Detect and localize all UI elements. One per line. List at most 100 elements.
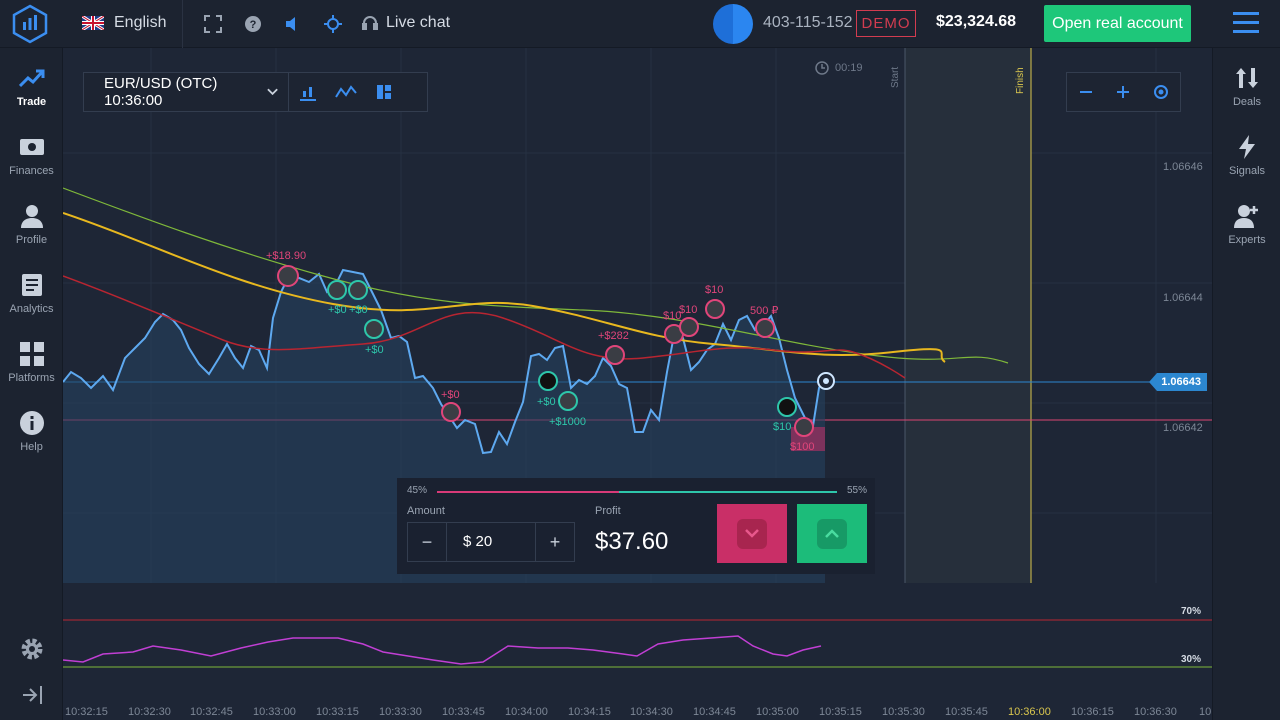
time-axis-label: 10:33:30 [379,706,422,718]
logout-button[interactable] [0,681,63,713]
call-percent: 55% [847,485,868,496]
call-up-button[interactable] [797,504,867,563]
nav-help[interactable]: Help [0,409,63,453]
time-axis-label: 10:36:15 [1071,706,1114,718]
zoom-out-icon[interactable] [1079,85,1093,99]
time-axis-label: 10:36:00 [1008,706,1051,718]
amount-label: Amount [407,505,445,517]
time-axis-label: 10:34:30 [630,706,673,718]
asset-selector-bar: EUR/USD (OTC) 10:36:00 [83,72,428,112]
chart-type-icon [300,87,316,101]
layout-tool[interactable] [365,72,403,112]
nav-platforms-label: Platforms [8,372,55,384]
put-sentiment-bar [437,491,619,493]
uk-flag-icon [82,16,104,30]
live-chat-button[interactable]: Live chat [362,14,450,32]
avatar[interactable] [713,4,753,44]
trade-label: +$1000 [549,416,587,428]
headset-icon [362,16,378,30]
clock-icon [815,61,829,75]
trade-label: $100 [790,441,815,453]
trade-label: +$0 [441,389,460,401]
time-axis-label: 10:32:45 [190,706,233,718]
sound-icon[interactable] [283,14,303,34]
sort-arrows-icon [1233,64,1261,92]
nav-profile[interactable]: Profile [0,202,63,246]
menu-icon[interactable] [1233,12,1259,34]
lightning-icon [1233,133,1261,161]
trade-label: $10 [663,310,682,322]
ma-green [63,187,1009,364]
indicators-tool[interactable] [327,72,365,112]
price-axis-label: 1.06642 [1163,422,1203,434]
indicators-icon [335,85,357,98]
time-axis-label: 10:35:00 [756,706,799,718]
settings-button[interactable] [0,635,63,667]
countdown-value: 00:19 [835,62,863,74]
nav-experts[interactable]: Experts [1213,202,1280,246]
countdown-timer: 00:19 [815,61,863,75]
document-icon [18,271,46,299]
nav-analytics[interactable]: Analytics [0,271,63,315]
recenter-icon[interactable] [1153,84,1169,100]
nav-deals[interactable]: Deals [1213,64,1280,108]
asset-name: EUR/USD (OTC) 10:36:00 [104,75,218,109]
ma-yellow [63,212,946,363]
trade-label: 500 ₽ [750,305,779,317]
candle-chart-tool[interactable] [289,72,327,112]
time-axis-label: 10:35:30 [882,706,925,718]
language-selector[interactable]: English [82,14,166,32]
language-label: English [114,14,167,31]
time-axis-label: 10:34:15 [568,706,611,718]
nav-platforms[interactable]: Platforms [0,340,63,384]
finish-label: Finish [1015,67,1026,94]
fullscreen-icon[interactable] [203,14,223,34]
profit-value: $37.60 [595,528,669,555]
time-axis-label: 10:32:30 [128,706,171,718]
chevron-up-icon [817,518,847,549]
top-bar: English ? Live chat 403-115-152 DEMO $23… [0,0,1280,48]
amount-stepper: − $ 20 + [407,522,575,562]
increase-amount-button[interactable]: + [549,531,561,552]
put-down-button[interactable] [717,504,787,563]
crosshair-icon[interactable] [323,14,343,34]
trade-label: +$282 [598,330,629,342]
open-real-account-button[interactable]: Open real account [1044,5,1191,42]
trade-markers[interactable] [277,265,835,451]
logo-icon[interactable] [10,4,50,44]
rsi-overbought-label: 70% [1181,606,1202,617]
nav-trade[interactable]: Trade [0,58,63,118]
nav-profile-label: Profile [15,234,48,246]
nav-signals[interactable]: Signals [1213,133,1280,177]
time-axis-label: 10:33:45 [442,706,485,718]
trade-label: +$0 [349,304,368,316]
decrease-amount-button[interactable]: − [421,531,433,552]
grid-icon [18,340,46,368]
chart-area[interactable]: EUR/USD (OTC) 10:36:00 00:19 Start Finis… [63,48,1212,720]
account-balance[interactable]: $23,324.68 [936,13,1017,30]
price-chart[interactable] [63,48,1212,720]
user-id: 403-115-152 [763,14,853,31]
nav-finances[interactable]: Finances [0,133,63,177]
nav-signals-label: Signals [1228,165,1266,177]
trade-panel: 45% 55% Amount − $ 20 + Profit $37.60 [397,478,875,574]
nav-experts-label: Experts [1228,234,1266,246]
zoom-controls [1066,72,1181,112]
svg-text:?: ? [250,19,257,31]
asset-selector[interactable]: EUR/USD (OTC) 10:36:00 [104,72,289,112]
rsi-panel [63,619,1212,668]
demo-badge[interactable]: DEMO [856,10,916,37]
chevron-down-icon [737,518,767,549]
time-axis-label: 10:35:15 [819,706,862,718]
zoom-in-icon[interactable] [1116,85,1130,99]
help-icon[interactable]: ? [243,14,263,34]
time-axis-label: 10:35:45 [945,706,988,718]
right-sidebar: Deals Signals Experts [1212,48,1280,720]
layout-icon [377,85,391,99]
time-axis-label: 10:36:30 [1134,706,1177,718]
call-sentiment-bar [619,491,837,493]
amount-input[interactable]: $ 20 [446,522,536,562]
put-percent: 45% [407,485,428,496]
nav-finances-label: Finances [9,165,54,177]
trade-label: $10 [705,284,724,296]
